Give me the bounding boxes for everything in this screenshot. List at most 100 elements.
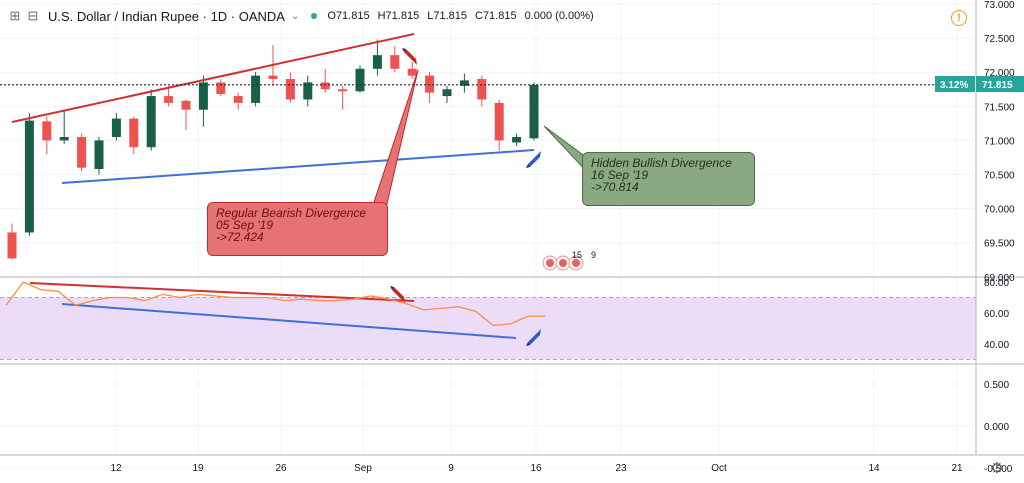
price-axis-label: 71.500	[984, 102, 1015, 113]
time-axis-label: Oct	[711, 463, 727, 474]
warning-icon[interactable]: !	[951, 10, 967, 26]
rocket-flame	[526, 164, 530, 168]
rsi-axis-label: 80.00	[984, 278, 1009, 289]
bearish-divergence-note[interactable]: Regular Bearish Divergence 05 Sep '19 ->…	[207, 202, 388, 256]
candle-body	[251, 75, 261, 103]
candle-body	[198, 82, 208, 110]
bearish-note-line1: Regular Bearish Divergence	[216, 206, 367, 220]
bullish-trendline-rsi	[61, 303, 517, 339]
grid	[0, 0, 976, 469]
rsi-line	[5, 281, 546, 327]
time-axis-label: 21	[951, 463, 963, 474]
rocket-body	[528, 151, 541, 167]
price-axis-label: 69.000	[984, 273, 1015, 284]
price-axis-label: 73.000	[984, 0, 1015, 11]
candle-body	[77, 136, 87, 168]
candles	[7, 39, 539, 260]
candle-body	[146, 96, 156, 148]
rsi-axis-label: 60.00	[984, 309, 1009, 320]
candle-body	[59, 136, 69, 141]
bullish-note-line2: 16 Sep '19	[591, 168, 649, 182]
time-axis-label: Sep	[354, 463, 372, 474]
bearish-trendline-price	[11, 33, 415, 123]
rsi-line-group	[5, 281, 546, 327]
candle-body	[494, 102, 504, 141]
bearish-trendline-rsi	[29, 282, 415, 302]
events-badge: 15 9	[542, 250, 596, 271]
candle-body	[164, 96, 174, 103]
candle-body	[320, 82, 330, 90]
time-axis-label: 26	[275, 463, 287, 474]
candle-body	[7, 232, 17, 259]
lower-axis-label: -0.500	[984, 464, 1013, 475]
candle-body	[355, 68, 365, 92]
bullish-note-line3: ->70.814	[591, 180, 639, 194]
candle-body	[42, 121, 52, 141]
rocket-body	[404, 49, 417, 65]
time-axis-label: 19	[192, 463, 204, 474]
candle-body	[529, 84, 539, 139]
rocket-flame	[402, 48, 406, 52]
chevron-down-icon[interactable]: ⌄	[290, 10, 300, 22]
market-status-dot	[311, 13, 318, 19]
candle-body	[233, 96, 243, 103]
candle-body	[459, 80, 469, 86]
price-axis-label: 72.000	[984, 68, 1015, 79]
ohlc-low: L71.815	[427, 10, 467, 22]
candle-body	[372, 55, 382, 69]
candle-body	[407, 68, 417, 76]
candle-body	[390, 55, 400, 69]
gear-icon[interactable]: ⚙	[990, 460, 1004, 477]
candle-body	[216, 82, 226, 95]
rsi-axis-label: 40.00	[984, 340, 1009, 351]
candle-body	[181, 100, 191, 110]
price-axis-label: 72.500	[984, 34, 1015, 45]
price-change-pct: 3.12%	[940, 80, 968, 91]
rocket-flame	[526, 342, 530, 346]
ohlc-close: C71.815	[474, 10, 517, 22]
flag-icon-dot	[546, 259, 554, 267]
price-axis-label: 70.000	[984, 205, 1015, 216]
ohlc-open: O71.815	[327, 10, 370, 22]
chart-header: ⊞ ⊟ U.S. Dollar / Indian Rupee · 1D · OA…	[8, 6, 602, 26]
events-count-right: 9	[591, 250, 596, 260]
bearish-rocket-rsi-icon	[390, 286, 405, 303]
plus-icon[interactable]: ⊞	[9, 8, 21, 23]
candle-body	[129, 118, 139, 148]
time-axis-label: 12	[110, 463, 122, 474]
time-axis-label: 23	[615, 463, 627, 474]
trendlines	[11, 33, 591, 339]
rsi-band	[0, 297, 976, 360]
flag-icon-dot	[572, 259, 580, 267]
symbol-title[interactable]: U.S. Dollar / Indian Rupee · 1D · OANDA	[48, 8, 285, 24]
rsi-band-fill	[0, 297, 976, 360]
candle-body	[338, 89, 348, 92]
price-change-badge	[935, 76, 975, 92]
bearish-callout-pointer	[371, 69, 419, 209]
markers: 15 9	[390, 48, 596, 346]
candle-body	[512, 136, 522, 143]
candle-body	[24, 120, 34, 233]
candle-body	[111, 118, 121, 137]
ohlc-change: 0.000 (0.00%)	[524, 10, 594, 22]
bullish-note-line1: Hidden Bullish Divergence	[591, 156, 732, 170]
last-price-tag	[976, 76, 1024, 92]
rocket-flame	[390, 286, 394, 290]
bullish-trendline-price	[61, 149, 535, 184]
candle-body	[442, 89, 452, 97]
price-axis-label: 69.500	[984, 239, 1015, 250]
collapse-icon[interactable]: ⊟	[27, 8, 39, 23]
bearish-note-line2: 05 Sep '19	[216, 218, 274, 232]
bearish-rocket-icon	[402, 48, 417, 65]
rocket-body	[528, 329, 541, 345]
last-price-label: 71.815	[982, 80, 1013, 91]
candle-body	[94, 140, 104, 170]
time-axis-label: 16	[530, 463, 542, 474]
candle-body	[477, 79, 487, 100]
candle-body	[425, 75, 435, 93]
lower-axis-label: 0.000	[984, 422, 1009, 433]
bullish-divergence-note[interactable]: Hidden Bullish Divergence 16 Sep '19 ->7…	[582, 152, 755, 206]
candle-body	[285, 79, 295, 100]
